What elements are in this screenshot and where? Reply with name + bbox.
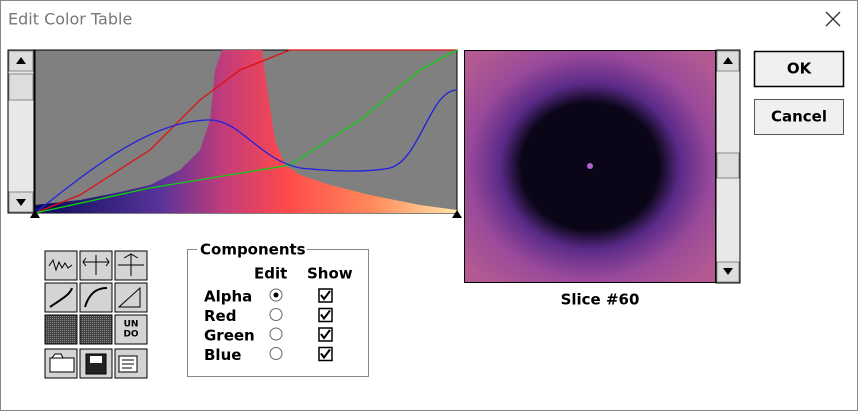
ok-button[interactable]: OK — [753, 50, 845, 88]
histogram-plot[interactable] — [34, 49, 458, 214]
show-check — [320, 348, 331, 360]
undo-label: DO — [123, 330, 138, 340]
group-title: Components — [200, 241, 306, 259]
preview-scrollbar[interactable] — [715, 49, 741, 284]
edit-radio[interactable] — [269, 347, 283, 360]
component-label: Blue — [204, 346, 241, 364]
slice-caption: Slice #60 — [561, 291, 640, 309]
edit-radio-dot — [273, 292, 279, 298]
cancel-button[interactable]: Cancel — [754, 99, 844, 135]
undo-label: UN — [124, 320, 139, 330]
component-label: Alpha — [204, 288, 252, 306]
edit-radio[interactable] — [269, 327, 283, 341]
show-check — [320, 290, 331, 301]
group-title-bg — [197, 240, 307, 258]
tool-buttons[interactable] — [44, 250, 148, 379]
component-label: Green — [204, 327, 255, 345]
slice-dot — [587, 163, 593, 169]
show-check — [320, 329, 331, 340]
column-header: Show — [307, 265, 353, 283]
close-button[interactable] — [825, 11, 841, 27]
window-title: Edit Color Table — [8, 10, 132, 29]
show-check — [320, 309, 331, 321]
edit-radio[interactable] — [269, 308, 283, 321]
column-header: Edit — [254, 265, 287, 283]
ok-label: OK — [787, 60, 813, 78]
cancel-label: Cancel — [771, 108, 827, 126]
component-label: Red — [204, 307, 236, 325]
histogram-scrollbar[interactable] — [7, 49, 35, 214]
